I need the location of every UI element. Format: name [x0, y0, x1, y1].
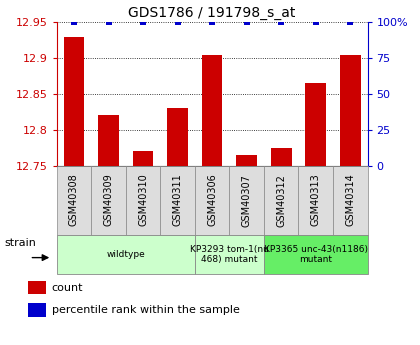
Text: GSM40312: GSM40312 [276, 174, 286, 227]
Title: GDS1786 / 191798_s_at: GDS1786 / 191798_s_at [129, 6, 296, 20]
Text: GSM40313: GSM40313 [311, 174, 321, 226]
Bar [195, 235, 264, 274]
Bar [160, 166, 195, 235]
Bar [271, 148, 291, 166]
Text: GSM40307: GSM40307 [241, 174, 252, 227]
Text: GSM40309: GSM40309 [103, 174, 113, 226]
Text: count: count [52, 283, 83, 293]
Text: GSM40310: GSM40310 [138, 174, 148, 226]
Text: strain: strain [5, 238, 37, 248]
Bar [133, 151, 153, 166]
Bar [98, 116, 119, 166]
Bar [57, 166, 91, 235]
Bar [29, 304, 46, 317]
Bar [195, 166, 229, 235]
Bar [229, 166, 264, 235]
Bar [340, 55, 361, 166]
Bar [305, 83, 326, 166]
Bar [264, 235, 368, 274]
Bar [202, 55, 223, 166]
Bar [126, 166, 160, 235]
Text: wildtype: wildtype [106, 250, 145, 259]
Text: GSM40308: GSM40308 [69, 174, 79, 226]
Bar [91, 166, 126, 235]
Bar [63, 37, 84, 166]
Bar [57, 235, 195, 274]
Text: percentile rank within the sample: percentile rank within the sample [52, 305, 239, 315]
Bar [167, 108, 188, 166]
Text: KP3365 unc-43(n1186)
mutant: KP3365 unc-43(n1186) mutant [264, 245, 368, 264]
Text: GSM40314: GSM40314 [345, 174, 355, 226]
Text: KP3293 tom-1(nu
468) mutant: KP3293 tom-1(nu 468) mutant [190, 245, 269, 264]
Text: GSM40311: GSM40311 [173, 174, 183, 226]
Text: GSM40306: GSM40306 [207, 174, 217, 226]
Bar [299, 166, 333, 235]
Bar [236, 155, 257, 166]
Bar [29, 281, 46, 294]
Bar [333, 166, 368, 235]
Bar [264, 166, 299, 235]
